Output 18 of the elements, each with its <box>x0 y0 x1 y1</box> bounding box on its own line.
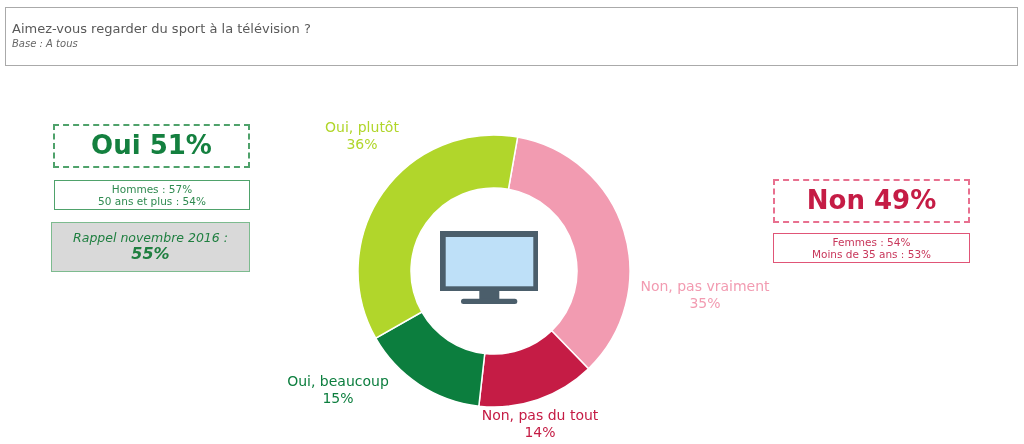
text: Non 49% <box>806 185 937 216</box>
data-label: 36% <box>346 135 378 152</box>
data-label: 15% <box>322 389 354 406</box>
slice-label: Oui, beaucoup <box>287 372 389 389</box>
text: Hommes : 57% <box>111 182 193 195</box>
data-label: 14% <box>524 423 556 440</box>
data-label: 35% <box>689 294 721 311</box>
slice-label: Non, pas vraiment <box>640 277 771 294</box>
text: Base : A tous <box>12 38 78 50</box>
text: Rappel novembre 2016 : <box>73 229 228 245</box>
text: Oui 51% <box>91 130 212 161</box>
slice-label: Non, pas du tout <box>481 406 599 423</box>
text: 55% <box>131 243 170 264</box>
text: Aimez-vous regarder du sport à la télévision ? <box>12 21 311 37</box>
text: Femmes : 54% <box>832 235 911 248</box>
text: Moins de 35 ans : 53% <box>811 248 932 261</box>
text: 50 ans et plus : 54% <box>98 195 206 208</box>
slice-label: Oui, plutôt <box>325 118 400 135</box>
